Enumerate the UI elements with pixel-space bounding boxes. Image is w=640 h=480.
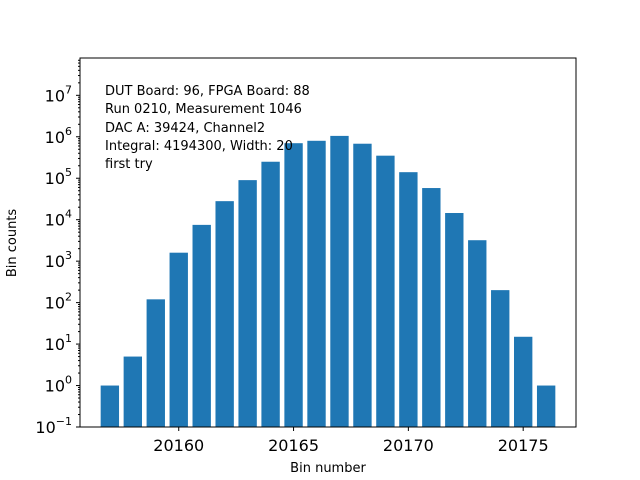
bar-20173 <box>468 240 487 427</box>
y-axis-label: Bin counts <box>5 209 20 278</box>
bar-20176 <box>536 385 556 427</box>
y-tick-label: 100 <box>45 374 72 396</box>
y-tick-label: 103 <box>45 249 72 271</box>
bar-20172 <box>445 213 464 427</box>
bar-20164 <box>261 161 280 427</box>
x-axis-label: Bin number <box>290 461 366 476</box>
annotation-line-2: Run 0210, Measurement 1046 <box>105 102 302 117</box>
bar-20166 <box>307 140 326 428</box>
bar-20158 <box>123 356 142 427</box>
bar-20169 <box>376 155 395 427</box>
x-tick-label: 20175 <box>498 436 549 455</box>
bar-20167 <box>330 135 349 427</box>
bar-20170 <box>399 172 418 427</box>
y-tick-label: 10−1 <box>35 415 72 437</box>
bar-20171 <box>422 188 441 427</box>
y-tick-label: 107 <box>45 83 72 105</box>
bar-20162 <box>215 201 234 427</box>
x-tick-label: 20165 <box>268 436 319 455</box>
bars-group <box>100 135 556 428</box>
bar-20157 <box>100 385 120 427</box>
annotation-line-3: DAC A: 39424, Channel2 <box>105 121 265 136</box>
y-tick-label: 101 <box>45 332 72 354</box>
x-axis-ticks: 20160 20165 20170 20175 <box>153 427 549 455</box>
bar-20159 <box>146 299 165 427</box>
bar-20160 <box>169 252 188 427</box>
bar-20161 <box>192 224 211 427</box>
bar-20168 <box>353 143 372 427</box>
bar-20163 <box>238 180 257 427</box>
y-tick-label: 106 <box>45 125 72 147</box>
x-tick-label: 20170 <box>383 436 434 455</box>
y-tick-label: 105 <box>45 166 72 188</box>
annotation-line-4: Integral: 4194300, Width: 20 <box>105 139 293 154</box>
y-axis-ticks: 10−1 100 101 102 103 104 105 106 107 <box>35 59 80 437</box>
plot-frame <box>79 57 577 428</box>
y-tick-label: 104 <box>45 208 72 230</box>
annotation-block: DUT Board: 96, FPGA Board: 88 Run 0210, … <box>105 84 310 172</box>
bar-20165 <box>284 143 303 427</box>
x-tick-label: 20160 <box>153 436 204 455</box>
bar-20175 <box>514 336 533 427</box>
annotation-line-5: first try <box>105 157 153 172</box>
y-tick-label: 102 <box>45 291 72 313</box>
annotation-line-1: DUT Board: 96, FPGA Board: 88 <box>105 84 310 99</box>
bar-20174 <box>491 290 510 427</box>
